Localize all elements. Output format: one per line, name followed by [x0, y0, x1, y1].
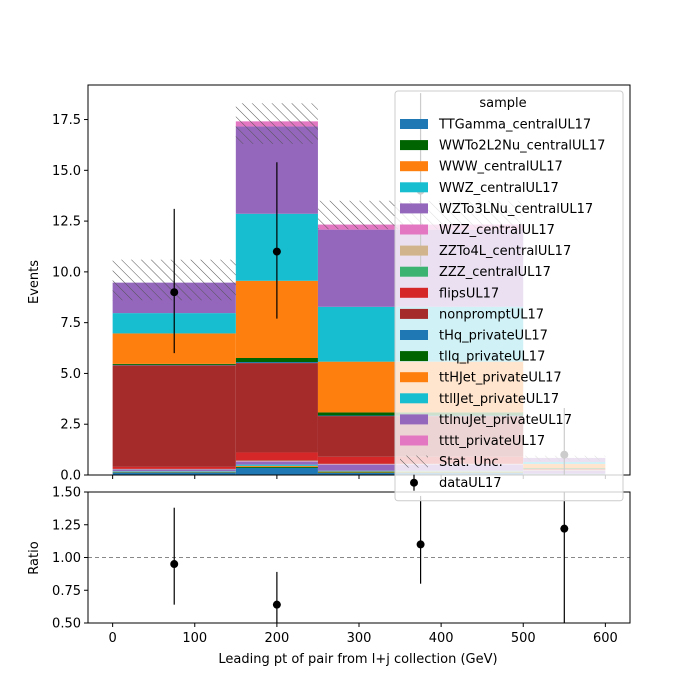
bar-segment-8-bin-0: [112, 466, 236, 469]
legend-swatch-4: [400, 203, 428, 214]
legend-swatch-9: [400, 308, 428, 319]
legend-swatch-6: [400, 245, 428, 256]
legend-label-10: tHq_privateUL17: [439, 329, 548, 344]
ratio-ytick-label-1: 0.75: [52, 584, 81, 599]
legend-label-1: WWTo2L2Nu_centralUL17: [439, 139, 605, 154]
legend-label-4: WZTo3LNu_centralUL17: [439, 202, 593, 217]
stat-unc-band-1: [235, 103, 318, 144]
legend-label-6: ZZTo4L_centralUL17: [439, 244, 571, 259]
ratio-frame: [87, 491, 631, 624]
main-ytick-label-1: 2.5: [60, 418, 81, 433]
bar-segment-3-bin-0: [112, 471, 236, 472]
legend-swatch-stat-unc: [400, 455, 428, 468]
ratio-xtick-label-0: 0: [108, 631, 116, 646]
legend-swatch-5: [400, 224, 428, 235]
ratio-ytick-label-2: 1.00: [52, 551, 81, 566]
main-ytick-label-5: 12.5: [52, 215, 81, 230]
legend-swatch-8: [400, 287, 428, 298]
bar-segment-2-bin-1: [235, 465, 318, 467]
ratio-xtick-label-3: 300: [347, 631, 372, 646]
legend-label-12: ttHJet_privateUL17: [439, 371, 562, 386]
legend-label-2: WWW_centralUL17: [439, 160, 563, 175]
ratio-xtick-label-1: 100: [182, 631, 207, 646]
bar-segment-0-bin-1: [235, 467, 318, 475]
ratio-xlabel: Leading pt of pair from l+j collection (…: [218, 652, 497, 667]
bar-segment-8-bin-1: [235, 452, 318, 461]
ratio-ytick-label-3: 1.25: [52, 518, 81, 533]
legend-swatch-2: [400, 161, 428, 172]
bar-segment-9-bin-1: [235, 363, 318, 453]
legend-label-5: WZZ_centralUL17: [439, 223, 555, 238]
ratio-point-3: [560, 524, 569, 533]
ratio-point-2: [416, 540, 425, 549]
bar-segment-4-bin-0: [112, 469, 236, 472]
legend-swatch-1: [400, 140, 428, 151]
main-ylabel: Events: [27, 260, 42, 304]
legend-swatch-12: [400, 372, 428, 383]
main-ytick-label-3: 7.5: [60, 316, 81, 331]
legend-swatch-10: [400, 330, 428, 340]
ratio-ylabel: Ratio: [27, 541, 42, 574]
main-axes: 0.0 2.5 5.0 7.5 10.0 12.5 15.0 17.5: [52, 84, 631, 484]
legend-swatch-7: [400, 266, 428, 277]
legend-label-8: flipsUL17: [439, 286, 499, 301]
legend-label-7: ZZZ_centralUL17: [439, 265, 551, 280]
ratio-xtick-label-6: 600: [593, 631, 618, 646]
bar-segment-4-bin-1: [235, 461, 318, 465]
legend-label-14: ttlnuJet_privateUL17: [439, 413, 572, 428]
main-ytick-label-2: 5.0: [60, 367, 81, 382]
legend-label-15: tttt_privateUL17: [439, 434, 545, 449]
legend-label-11: tllq_privateUL17: [439, 350, 545, 365]
legend-label-9: nonpromptUL17: [439, 307, 544, 322]
legend-label-data: dataUL17: [439, 476, 502, 491]
ratio-axes: 0.50 0.75 1.00 1.25 1.50 0 100 200 300 400 500 600: [52, 486, 631, 646]
legend-swatch-11: [400, 351, 428, 362]
legend-label-0: TTGamma_centralUL17: [438, 118, 591, 133]
main-ytick-label-4: 10.0: [52, 265, 81, 280]
legend-swatch-0: [400, 119, 428, 129]
legend-title: sample: [479, 96, 526, 111]
legend-label-stat-unc: Stat. Unc.: [439, 455, 503, 470]
data-point-0: [170, 288, 179, 297]
legend-box: [394, 90, 624, 502]
legend-swatch-15: [400, 435, 428, 446]
legend-label-13: ttllJet_privateUL17: [439, 392, 559, 407]
ratio-ytick-label-4: 1.50: [52, 486, 81, 501]
main-ytick-label-6: 15.0: [52, 164, 81, 179]
bar-segment-9-bin-0: [112, 365, 236, 467]
bar-segment-11-bin-1: [235, 358, 318, 363]
bar-segment-0-bin-0: [112, 472, 236, 475]
main-ytick-label-0: 0.0: [60, 469, 81, 484]
legend-swatch-3: [400, 182, 428, 193]
legend-swatch-13: [400, 393, 428, 404]
bar-segment-11-bin-0: [112, 363, 236, 365]
ratio-xtick-label-5: 500: [511, 631, 536, 646]
bar-segment-1-bin-1: [235, 466, 318, 468]
legend: sample TTGamma_centralUL17 WWTo2L2Nu_centr…: [394, 90, 624, 502]
ratio-xtick-label-4: 400: [429, 631, 454, 646]
data-point-1: [272, 247, 281, 256]
ratio-xtick-label-2: 200: [264, 631, 289, 646]
legend-data-marker: [410, 478, 418, 487]
legend-swatch-14: [400, 414, 428, 425]
bar-segment-10-bin-1: [235, 362, 318, 364]
ratio-point-0: [170, 560, 179, 569]
main-ytick-label-7: 17.5: [52, 113, 81, 128]
ratio-ytick-label-0: 0.50: [52, 617, 81, 632]
ratio-point-1: [272, 600, 281, 609]
bar-segment-3-bin-1: [235, 464, 318, 466]
ratio-points: [170, 492, 569, 623]
legend-label-3: WWZ_centralUL17: [439, 181, 559, 196]
